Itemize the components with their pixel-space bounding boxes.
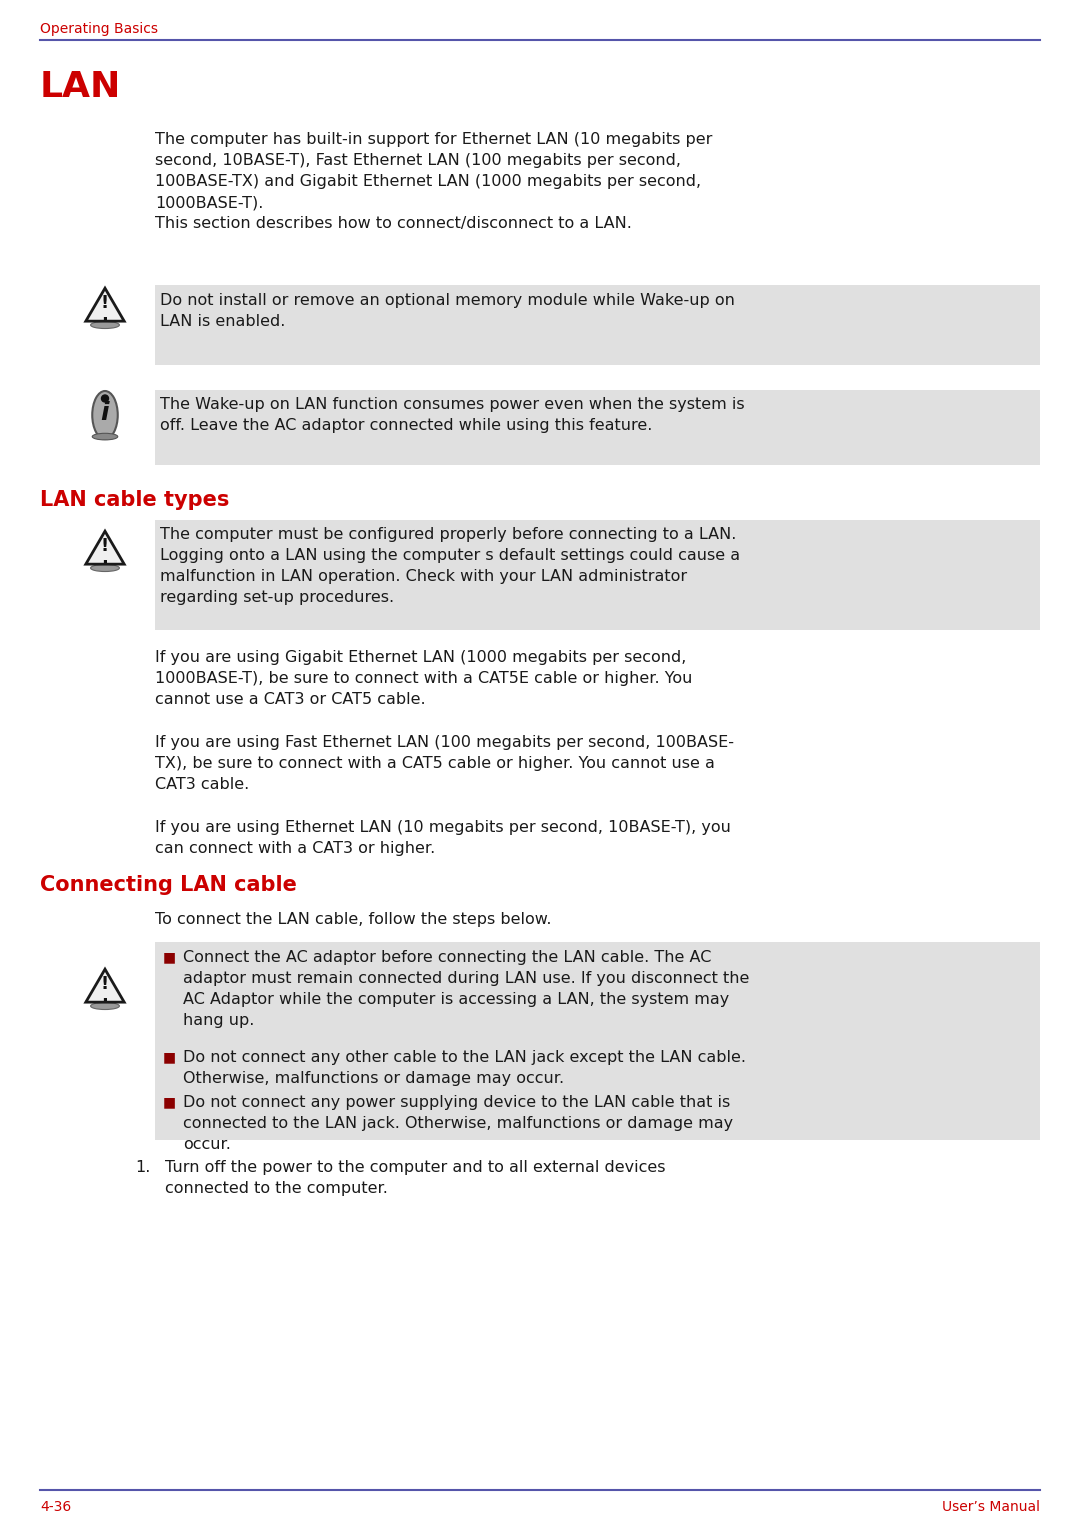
Polygon shape	[85, 969, 124, 1001]
Text: !: !	[100, 294, 109, 312]
Text: !: !	[100, 537, 109, 555]
Text: ■: ■	[163, 1050, 176, 1064]
Text: Operating Basics: Operating Basics	[40, 21, 158, 37]
Polygon shape	[85, 531, 124, 564]
Ellipse shape	[91, 1003, 120, 1009]
Text: The computer must be configured properly before connecting to a LAN.
Logging ont: The computer must be configured properly…	[160, 528, 740, 605]
Ellipse shape	[92, 391, 118, 439]
Text: .: .	[102, 306, 108, 324]
Text: ■: ■	[163, 1095, 176, 1109]
Text: The Wake-up on LAN function consumes power even when the system is
off. Leave th: The Wake-up on LAN function consumes pow…	[160, 398, 744, 433]
Text: If you are using Ethernet LAN (10 megabits per second, 10BASE-T), you
can connec: If you are using Ethernet LAN (10 megabi…	[156, 820, 731, 856]
Text: Do not connect any power supplying device to the LAN cable that is
connected to : Do not connect any power supplying devic…	[183, 1095, 733, 1151]
Text: Do not connect any other cable to the LAN jack except the LAN cable.
Otherwise, : Do not connect any other cable to the LA…	[183, 1050, 746, 1086]
Text: The computer has built-in support for Ethernet LAN (10 megabits per
second, 10BA: The computer has built-in support for Et…	[156, 131, 713, 231]
Text: Do not install or remove an optional memory module while Wake-up on
LAN is enabl: Do not install or remove an optional mem…	[160, 294, 734, 329]
Text: LAN: LAN	[40, 70, 121, 104]
Circle shape	[102, 394, 108, 402]
Text: !: !	[100, 976, 109, 994]
FancyBboxPatch shape	[156, 390, 1040, 465]
Text: .: .	[102, 986, 108, 1005]
Text: .: .	[102, 549, 108, 567]
Text: Connecting LAN cable: Connecting LAN cable	[40, 875, 297, 894]
FancyBboxPatch shape	[156, 520, 1040, 630]
Text: If you are using Fast Ethernet LAN (100 megabits per second, 100BASE-
TX), be su: If you are using Fast Ethernet LAN (100 …	[156, 735, 734, 792]
FancyBboxPatch shape	[156, 284, 1040, 365]
Text: LAN cable types: LAN cable types	[40, 489, 229, 511]
Text: If you are using Gigabit Ethernet LAN (1000 megabits per second,
1000BASE-T), be: If you are using Gigabit Ethernet LAN (1…	[156, 650, 692, 706]
Ellipse shape	[91, 564, 120, 572]
Ellipse shape	[91, 321, 120, 329]
Text: 4-36: 4-36	[40, 1500, 71, 1514]
Text: i: i	[100, 402, 109, 425]
Text: ■: ■	[163, 950, 176, 963]
Text: Turn off the power to the computer and to all external devices
connected to the : Turn off the power to the computer and t…	[165, 1161, 665, 1196]
Polygon shape	[85, 287, 124, 321]
Text: User’s Manual: User’s Manual	[942, 1500, 1040, 1514]
Text: 1.: 1.	[135, 1161, 150, 1174]
FancyBboxPatch shape	[156, 942, 1040, 1141]
Ellipse shape	[92, 433, 118, 440]
Text: To connect the LAN cable, follow the steps below.: To connect the LAN cable, follow the ste…	[156, 911, 552, 927]
Text: Connect the AC adaptor before connecting the LAN cable. The AC
adaptor must rema: Connect the AC adaptor before connecting…	[183, 950, 750, 1027]
